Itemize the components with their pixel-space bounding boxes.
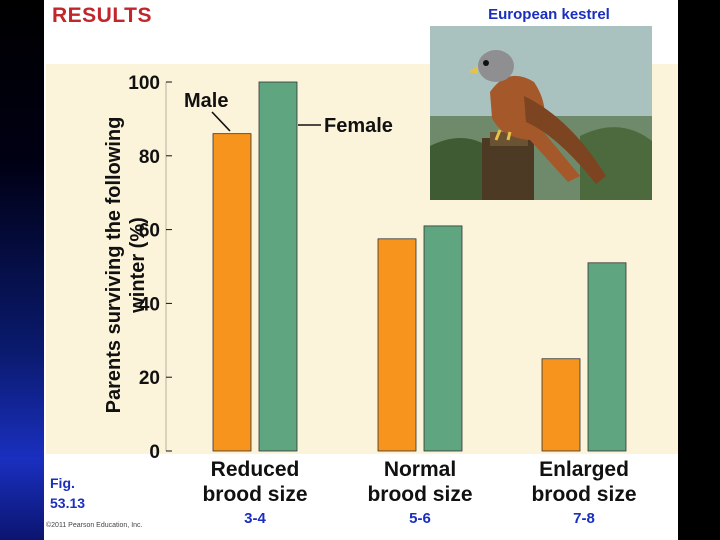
brood-number-reduced: 3-4 xyxy=(244,510,266,527)
kestrel-photo xyxy=(430,26,652,200)
y-tick-label-4: 80 xyxy=(139,147,160,168)
bar-male-0 xyxy=(212,133,252,452)
y-axis-title-line-2: winter (%) xyxy=(127,217,149,314)
figure-label: Fig. 53.13 xyxy=(50,473,85,513)
legend: Male Female xyxy=(184,90,393,137)
brood-number-enlarged: 7-8 xyxy=(573,510,595,527)
y-tick-label-1: 20 xyxy=(139,368,160,389)
slide: RESULTS European kestrel Parents survivi… xyxy=(44,0,678,540)
y-tick-label-5: 100 xyxy=(128,73,160,94)
bar-male-2 xyxy=(541,358,581,452)
category-label-1-line-0: Normal xyxy=(384,458,456,481)
results-heading: RESULTS xyxy=(52,4,152,27)
bar-chart: Parents surviving the following winter (… xyxy=(103,73,637,506)
photo-caption: European kestrel xyxy=(488,6,610,23)
bar-male-1 xyxy=(377,238,417,452)
copyright-text: ©2011 Pearson Education, Inc. xyxy=(46,522,143,529)
bar-female-1 xyxy=(423,225,463,452)
legend-male-label: Male xyxy=(184,90,228,112)
category-label-0-line-0: Reduced xyxy=(211,458,300,481)
y-axis-title-line-1: Parents surviving the following xyxy=(103,117,125,414)
y-tick-label-0: 0 xyxy=(149,442,160,463)
figure-label-line-1: Fig. xyxy=(50,475,75,491)
brood-number-normal: 5-6 xyxy=(409,510,431,527)
legend-female-label: Female xyxy=(324,115,393,137)
category-label-2-line-0: Enlarged xyxy=(539,458,629,481)
category-label-0-line-1: brood size xyxy=(202,483,307,506)
bar-female-0 xyxy=(258,81,298,452)
y-ticks: 0 20 40 60 80 100 xyxy=(128,73,172,463)
figure-label-line-2: 53.13 xyxy=(50,495,86,511)
bars xyxy=(212,81,627,452)
category-label-2-line-1: brood size xyxy=(531,483,636,506)
y-tick-label-2: 40 xyxy=(139,294,160,315)
y-tick-label-3: 60 xyxy=(139,221,160,242)
category-label-1-line-1: brood size xyxy=(367,483,472,506)
y-axis-title: Parents surviving the following winter (… xyxy=(103,117,149,414)
bar-female-2 xyxy=(587,262,627,452)
legend-male-leader xyxy=(211,111,231,132)
background-blue-band xyxy=(0,0,44,540)
